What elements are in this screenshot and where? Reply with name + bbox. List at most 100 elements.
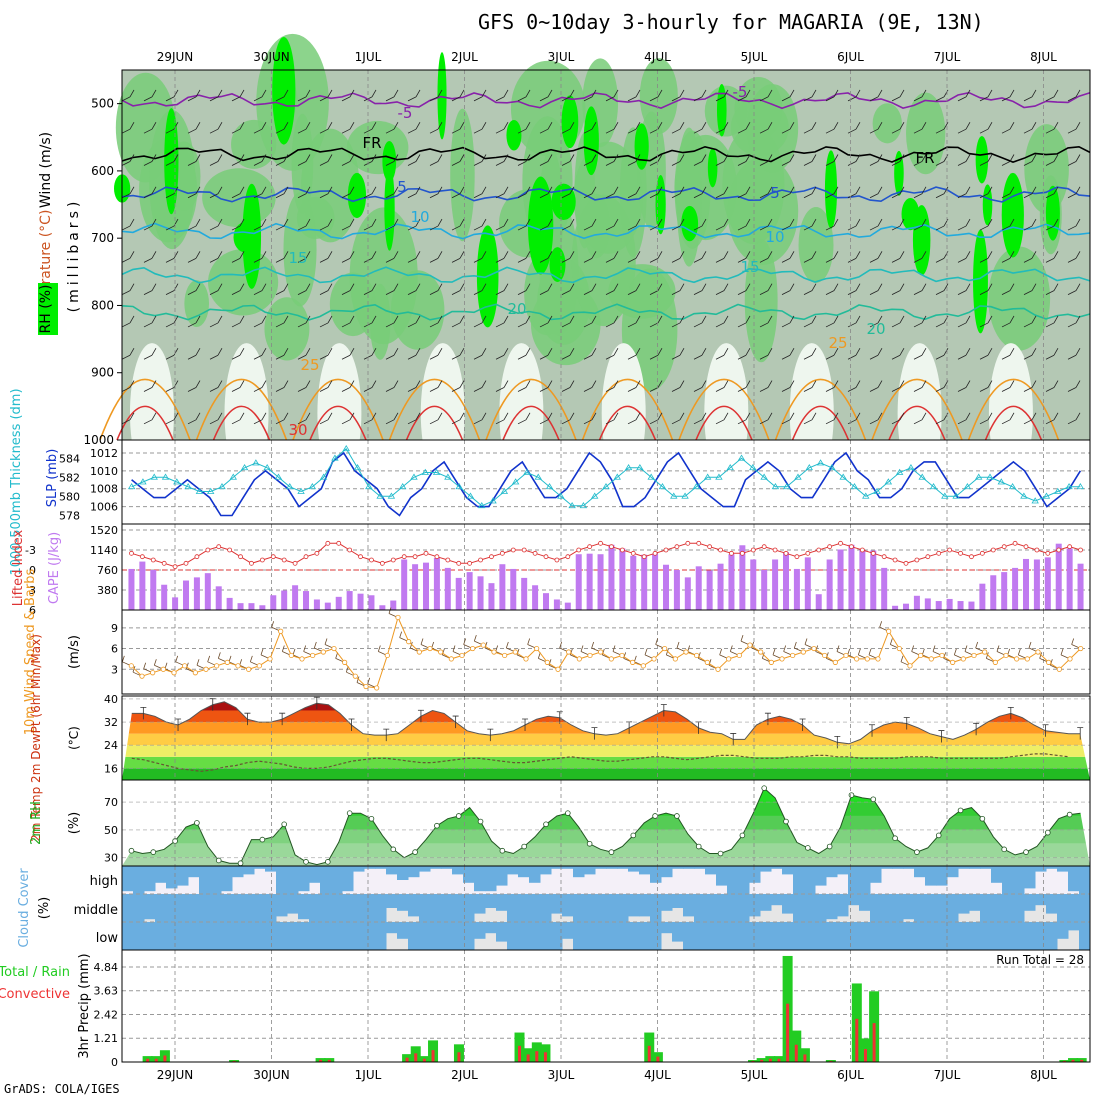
wind-speed-point (491, 649, 497, 655)
wind-barb (583, 412, 597, 425)
wind-barb (583, 154, 597, 166)
wind-speed-point (171, 670, 177, 676)
temperature-contour (791, 405, 850, 441)
wind-barb (231, 380, 245, 392)
wind-speed-point (683, 649, 689, 655)
lifted-index-point (663, 547, 669, 553)
wind-barb (715, 412, 729, 425)
cloud-level-label: middle (74, 903, 118, 918)
cloud-cover-cell (925, 894, 937, 922)
temp-minmax-bar (487, 728, 494, 742)
wind-barb (429, 348, 443, 360)
cape-bar (892, 605, 899, 610)
slp-tick-label: 1010 (90, 465, 118, 478)
wind-speed-point (918, 652, 924, 659)
wind-barb (385, 283, 399, 296)
cloud-cover-cell (430, 922, 442, 950)
wind-speed-point (203, 666, 209, 672)
cloud-cover-cell (1079, 866, 1091, 894)
rh-point (303, 859, 309, 865)
wind-barb (319, 218, 333, 231)
cloud-cover-cell (309, 922, 321, 950)
wind-barb (187, 154, 201, 166)
wind-barb (517, 122, 531, 134)
contour-label: 10 (765, 228, 784, 246)
temp-line (131, 701, 1081, 745)
cloud-cover-cell (331, 894, 343, 922)
wind-barb (583, 348, 597, 360)
wind-barb (825, 315, 839, 328)
rh-medium-patch (798, 207, 834, 283)
temp-minmax-bar (660, 704, 667, 717)
cloud-cover-cell (1079, 922, 1091, 950)
wind-barb (759, 251, 773, 263)
cloud-cover-cell (133, 894, 145, 922)
wind-barb (517, 380, 531, 392)
wind-barb (495, 218, 509, 231)
precip-convective-bar (855, 1018, 859, 1062)
thickness-point (263, 463, 271, 471)
cloud-cover-cell (628, 922, 640, 950)
wind-barb (693, 412, 707, 425)
temp-color-band (122, 756, 1090, 769)
cloud-cover-cell (177, 922, 189, 950)
cloud-cover-cell (716, 922, 728, 950)
wind-barb (583, 218, 597, 231)
wind-barb (561, 283, 575, 296)
cloud-cover-cell (342, 922, 354, 950)
wind-barb (847, 348, 861, 360)
wind-barb (715, 218, 729, 231)
wind-barb (341, 412, 355, 425)
cloud-cover-cell (221, 894, 233, 922)
wind-barb (231, 251, 245, 263)
wind-speed-point (480, 642, 486, 648)
wind-barb (341, 283, 355, 296)
thickness-point (432, 468, 441, 475)
cloud-cover-cell (859, 866, 871, 894)
wind-speed-point (1067, 656, 1073, 662)
precip-frame (121, 949, 1091, 1063)
cloud-cover-cell (870, 894, 882, 922)
cloud-cover-cell (386, 894, 398, 908)
wind-speed-point (1003, 652, 1009, 659)
wind-barb (297, 218, 311, 231)
wind-tick-label: 9 (111, 622, 118, 635)
cape-tick-label: 760 (97, 564, 118, 577)
wind-speed-point (928, 656, 934, 662)
cloud-cover-cell (562, 922, 574, 939)
lifted-index-point (598, 540, 603, 546)
wind-barb (1067, 89, 1081, 102)
rh-high-patch (634, 123, 649, 170)
li-tick-label: -3 (25, 544, 36, 557)
lifted-index-point (761, 544, 767, 550)
wind-barb (143, 186, 157, 199)
wind-speed-point (150, 670, 156, 676)
y-tick-label: 500 (91, 97, 114, 111)
lifted-index-point (445, 557, 451, 563)
rh-units-label: (%) (67, 812, 82, 835)
cloud-cover-cell (144, 894, 156, 920)
wind-barb (693, 122, 707, 134)
thickness-point (319, 473, 328, 480)
wind-speed-point (416, 649, 422, 655)
wind-barb (891, 186, 905, 199)
rh-medium-patch (450, 108, 475, 242)
thickness-point (613, 473, 622, 480)
wind-barb (561, 251, 575, 263)
cloud-cover-cell (584, 866, 596, 875)
cloud-cover-cell (892, 894, 904, 922)
rh-point (368, 815, 375, 822)
lifted-index-point (281, 557, 287, 563)
temp-minmax-bar (522, 718, 529, 731)
wind-barb (1023, 122, 1037, 134)
y-tick-label: 1000 (83, 433, 114, 447)
wind-barb (1001, 186, 1015, 199)
thickness-point (568, 501, 576, 509)
wind-barb (649, 154, 663, 166)
cloud-cover-cell (694, 922, 706, 950)
cape-bar (1001, 572, 1008, 610)
wind-barb (231, 348, 245, 360)
wind-barb (913, 380, 927, 392)
cloud-cover-cell (485, 922, 497, 934)
wind-barb (517, 251, 531, 263)
